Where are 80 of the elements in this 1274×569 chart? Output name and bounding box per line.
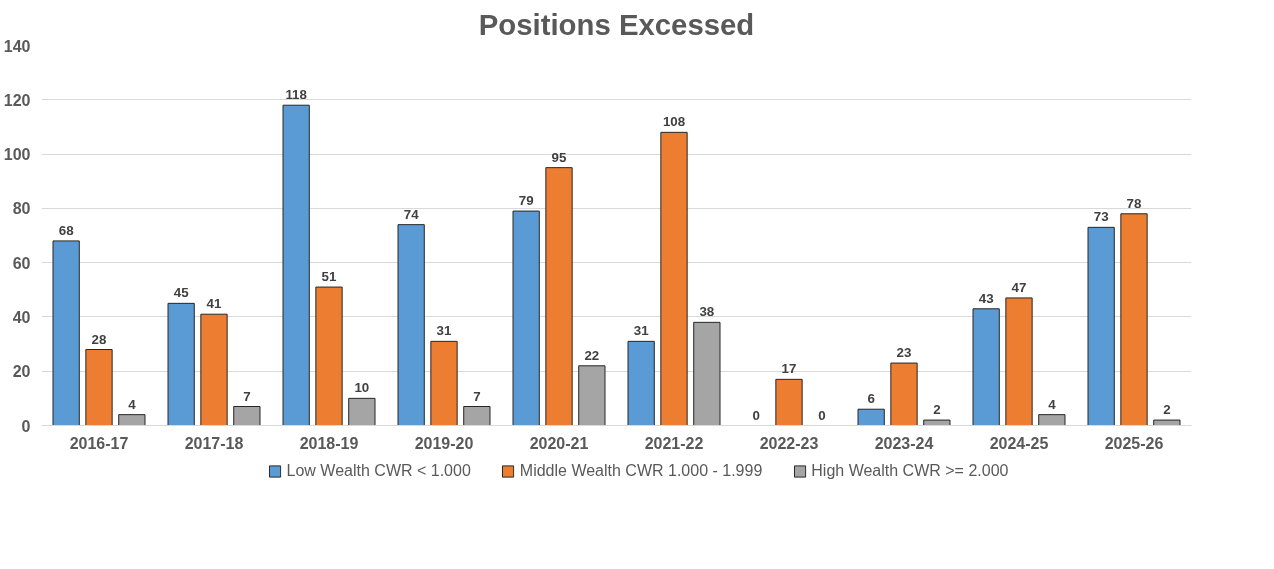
data-label: 31 bbox=[436, 323, 452, 339]
x-tick-label: 2023-24 bbox=[874, 434, 934, 452]
data-label: 108 bbox=[662, 114, 686, 130]
x-tick-label: 2021-22 bbox=[644, 434, 704, 452]
y-tick-label: 100 bbox=[3, 146, 31, 164]
bar bbox=[627, 340, 655, 426]
data-label: 7 bbox=[473, 388, 481, 404]
y-tick-label: 80 bbox=[12, 200, 31, 218]
bar bbox=[578, 365, 606, 426]
bar bbox=[52, 240, 80, 426]
x-tick-label: 2018-19 bbox=[299, 434, 359, 452]
bar bbox=[693, 321, 721, 426]
bar bbox=[85, 349, 113, 426]
data-label: 6 bbox=[867, 391, 875, 407]
data-label: 28 bbox=[91, 331, 107, 347]
x-tick-label: 2020-21 bbox=[529, 434, 589, 452]
bar bbox=[890, 362, 918, 426]
data-label: 2 bbox=[1163, 402, 1171, 418]
data-label: 74 bbox=[403, 206, 420, 222]
bar bbox=[463, 406, 491, 426]
data-label: 73 bbox=[1093, 209, 1109, 225]
bar bbox=[512, 210, 540, 426]
x-tick-label: 2022-23 bbox=[759, 434, 819, 452]
bar bbox=[430, 340, 458, 426]
y-tick-label: 140 bbox=[3, 37, 31, 55]
data-label: 43 bbox=[978, 290, 994, 306]
bar bbox=[775, 378, 803, 426]
x-tick-label: 2019-20 bbox=[414, 434, 474, 452]
legend-label: Low Wealth CWR < 1.000 bbox=[286, 462, 471, 480]
data-label: 0 bbox=[752, 407, 760, 423]
data-label: 22 bbox=[584, 347, 600, 363]
data-label: 45 bbox=[173, 285, 190, 301]
bar bbox=[1005, 297, 1033, 426]
data-label: 4 bbox=[128, 396, 137, 412]
bar bbox=[167, 302, 195, 426]
x-tick-label: 2024-25 bbox=[989, 434, 1049, 452]
data-label: 68 bbox=[58, 222, 74, 238]
bar bbox=[1120, 213, 1148, 426]
bar bbox=[282, 104, 310, 426]
bar bbox=[1153, 419, 1181, 426]
x-tick-label: 2025-26 bbox=[1104, 434, 1164, 452]
y-tick-label: 40 bbox=[12, 308, 31, 326]
y-tick-label: 60 bbox=[12, 254, 31, 272]
y-tick-label: 20 bbox=[12, 363, 31, 381]
data-label: 38 bbox=[699, 304, 715, 320]
bar bbox=[200, 313, 228, 426]
data-label: 7 bbox=[243, 388, 251, 404]
chart-title: Positions Excessed bbox=[478, 7, 755, 41]
legend-label: High Wealth CWR >= 2.000 bbox=[811, 462, 1009, 480]
data-label: 10 bbox=[354, 380, 370, 396]
x-tick-label: 2016-17 bbox=[69, 434, 129, 452]
data-label: 2 bbox=[933, 402, 941, 418]
data-label: 31 bbox=[633, 323, 650, 339]
data-label: 23 bbox=[896, 345, 912, 361]
legend-label: Middle Wealth CWR 1.000 - 1.999 bbox=[519, 462, 763, 480]
bar bbox=[348, 397, 376, 426]
data-label: 41 bbox=[206, 296, 222, 312]
data-label: 118 bbox=[285, 87, 307, 103]
bar bbox=[972, 308, 1000, 426]
data-label: 78 bbox=[1126, 195, 1142, 211]
bar bbox=[1038, 414, 1066, 426]
y-tick-label: 120 bbox=[3, 91, 31, 109]
data-label: 4 bbox=[1048, 396, 1057, 412]
bar bbox=[923, 419, 951, 426]
data-label: 79 bbox=[518, 193, 534, 209]
bar bbox=[660, 131, 688, 426]
x-tick-label: 2017-18 bbox=[184, 434, 244, 452]
bar bbox=[857, 408, 885, 426]
data-label: 95 bbox=[551, 149, 567, 165]
y-tick-label: 0 bbox=[21, 417, 31, 435]
bar bbox=[315, 286, 343, 426]
bar bbox=[1087, 226, 1115, 426]
data-label: 17 bbox=[781, 361, 797, 377]
bar bbox=[545, 167, 573, 426]
data-label: 47 bbox=[1011, 279, 1027, 295]
data-label: 51 bbox=[321, 269, 337, 285]
bar bbox=[397, 224, 425, 426]
bar bbox=[233, 406, 261, 426]
bar bbox=[118, 414, 146, 426]
data-label: 0 bbox=[818, 407, 826, 423]
